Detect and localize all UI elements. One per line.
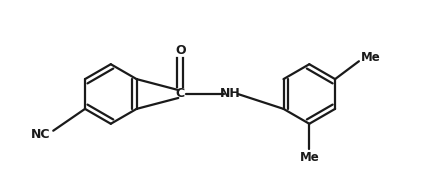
Text: O: O [175, 44, 186, 57]
Text: C: C [176, 88, 185, 100]
Text: Me: Me [361, 51, 381, 64]
Text: NC: NC [31, 128, 50, 141]
Text: NH: NH [220, 88, 240, 100]
Text: Me: Me [300, 151, 319, 164]
